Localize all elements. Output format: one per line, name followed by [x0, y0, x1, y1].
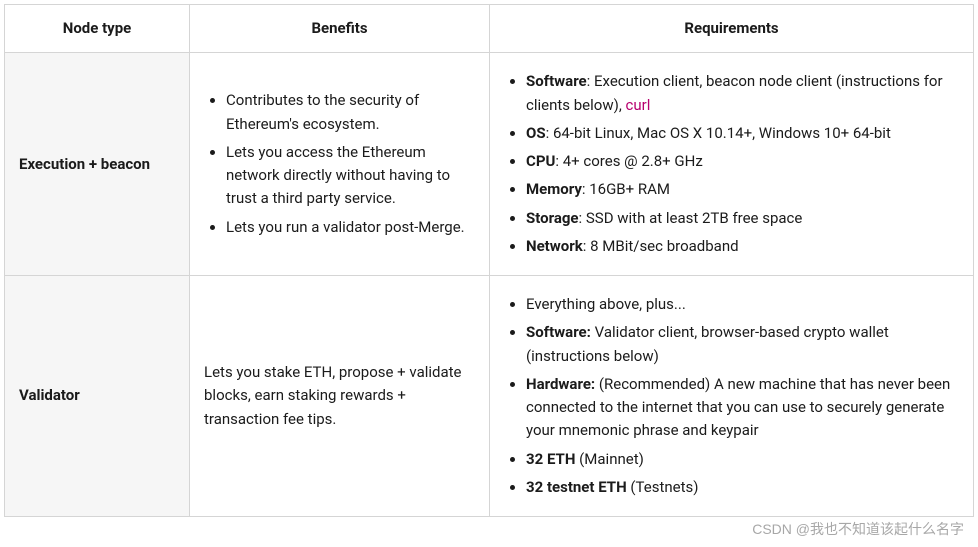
- benefits-cell: Lets you stake ETH, propose + validate b…: [190, 276, 490, 517]
- list-item: 32 testnet ETH (Testnets): [526, 476, 959, 499]
- list-item: Memory: 16GB+ RAM: [526, 178, 959, 201]
- req-label: 32 ETH: [526, 450, 575, 468]
- node-requirements-table: Node type Benefits Requirements Executio…: [4, 4, 974, 517]
- req-label: Hardware:: [526, 375, 595, 393]
- req-label: Software: [526, 72, 587, 90]
- req-sep: :: [546, 124, 553, 142]
- req-label: OS: [526, 124, 546, 142]
- req-text: 4+ cores @ 2.8+ GHz: [563, 152, 703, 170]
- col-header-benefits: Benefits: [190, 5, 490, 53]
- req-text: 16GB+ RAM: [589, 180, 670, 198]
- req-label: Storage: [526, 209, 579, 227]
- requirements-cell: Software: Execution client, beacon node …: [490, 53, 974, 276]
- list-item: CPU: 4+ cores @ 2.8+ GHz: [526, 150, 959, 173]
- list-item: Storage: SSD with at least 2TB free spac…: [526, 207, 959, 230]
- table-row: Execution + beacon Contributes to the se…: [5, 53, 974, 276]
- list-item: Lets you run a validator post-Merge.: [226, 216, 475, 239]
- list-item: Network: 8 MBit/sec broadband: [526, 235, 959, 258]
- list-item: Software: Execution client, beacon node …: [526, 70, 959, 117]
- node-type-cell: Validator: [5, 276, 190, 517]
- req-sep: :: [587, 72, 594, 90]
- req-sep: :: [555, 152, 562, 170]
- req-text: 64-bit Linux, Mac OS X 10.14+, Windows 1…: [553, 124, 891, 142]
- req-text: (Testnets): [630, 478, 698, 496]
- requirements-list: Software: Execution client, beacon node …: [504, 70, 959, 258]
- req-sep: :: [583, 237, 590, 255]
- node-type-cell: Execution + beacon: [5, 53, 190, 276]
- req-text: SSD with at least 2TB free space: [586, 209, 802, 227]
- req-label: CPU: [526, 152, 555, 170]
- list-item: OS: 64-bit Linux, Mac OS X 10.14+, Windo…: [526, 122, 959, 145]
- list-item: Everything above, plus...: [526, 293, 959, 316]
- col-header-requirements: Requirements: [490, 5, 974, 53]
- table-header-row: Node type Benefits Requirements: [5, 5, 974, 53]
- req-label: Memory: [526, 180, 582, 198]
- list-item: Lets you access the Ethereum network dir…: [226, 141, 475, 211]
- curl-link[interactable]: curl: [626, 96, 651, 114]
- req-sep: :: [579, 209, 586, 227]
- req-label: Software:: [526, 323, 591, 341]
- requirements-list: Everything above, plus... Software: Vali…: [504, 293, 959, 499]
- list-item: Software: Validator client, browser-base…: [526, 321, 959, 368]
- list-item: 32 ETH (Mainnet): [526, 448, 959, 471]
- req-label: Network: [526, 237, 583, 255]
- req-label: 32 testnet ETH: [526, 478, 627, 496]
- req-text: (Mainnet): [579, 450, 644, 468]
- col-header-node-type: Node type: [5, 5, 190, 53]
- requirements-cell: Everything above, plus... Software: Vali…: [490, 276, 974, 517]
- req-text: 8 MBit/sec broadband: [590, 237, 738, 255]
- watermark-text: CSDN @我也不知道该起什么名字: [752, 519, 964, 541]
- list-item: Contributes to the security of Ethereum'…: [226, 89, 475, 136]
- benefits-cell: Contributes to the security of Ethereum'…: [190, 53, 490, 276]
- table-row: Validator Lets you stake ETH, propose + …: [5, 276, 974, 517]
- list-item: Hardware: (Recommended) A new machine th…: [526, 373, 959, 443]
- benefits-list: Contributes to the security of Ethereum'…: [204, 89, 475, 239]
